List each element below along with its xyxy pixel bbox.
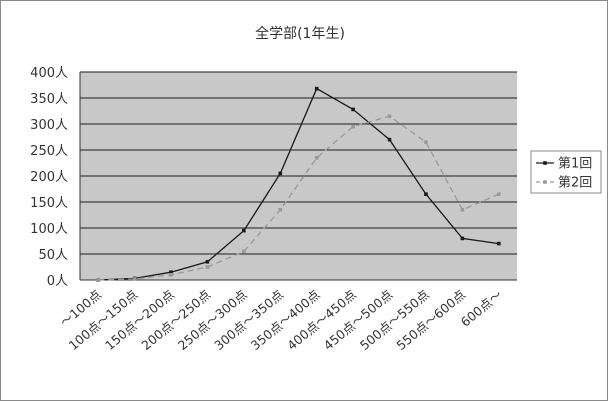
data-point [169, 270, 173, 274]
data-point [96, 278, 101, 282]
y-tick-label: 400人 [30, 66, 68, 81]
gridlines [79, 71, 517, 281]
x-axis-tick-labels: ～100点100点～150点150点～200点200点～250点250点～300… [57, 287, 505, 353]
data-point [496, 241, 501, 246]
data-point [351, 107, 355, 112]
y-tick-label: 250人 [30, 144, 68, 159]
y-tick-label: 350人 [30, 92, 68, 107]
data-point [132, 277, 137, 281]
legend-marker [543, 180, 547, 184]
data-point [278, 208, 283, 212]
y-tick-label: 200人 [30, 170, 68, 185]
y-tick-label: 300人 [30, 118, 68, 133]
data-point [387, 114, 392, 118]
data-point [205, 265, 210, 269]
data-point [424, 140, 428, 144]
data-point [278, 171, 283, 176]
data-point [242, 249, 246, 254]
data-point [314, 86, 319, 91]
series-line-2 [98, 115, 500, 281]
legend-label: 第2回 [558, 176, 592, 191]
data-point [387, 137, 392, 142]
data-point [496, 192, 501, 196]
y-tick-label: 100人 [30, 222, 68, 237]
series-line-1 [98, 87, 499, 281]
data-point [460, 236, 465, 241]
y-tick-label: 50人 [38, 248, 68, 263]
data-point [205, 260, 210, 264]
chart-title: 全学部(1年生) [255, 25, 345, 42]
y-axis-tick-labels: 0人 50人 100人 150人 200人 250人 300人 350人 400人 [30, 66, 68, 289]
data-point [314, 156, 319, 160]
legend-marker [543, 161, 547, 165]
series-lines [96, 86, 501, 282]
data-point [351, 124, 355, 129]
y-tick-label: 0人 [47, 274, 68, 289]
data-point [242, 228, 246, 233]
data-point [460, 208, 465, 212]
legend-box [530, 150, 602, 194]
y-tick-label: 150人 [30, 196, 68, 211]
data-point [424, 192, 428, 196]
legend-label: 第1回 [558, 157, 592, 172]
data-point [169, 273, 173, 277]
x-tick-label: 600点～ [458, 287, 505, 330]
